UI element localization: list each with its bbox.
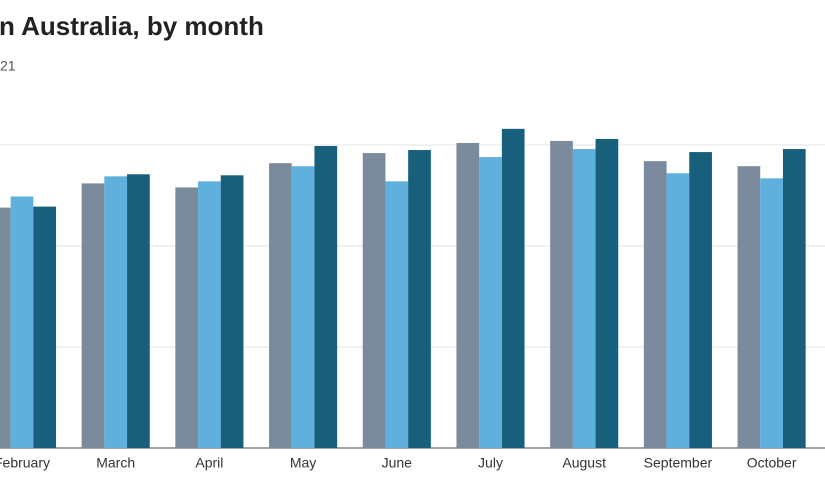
bar (127, 174, 150, 449)
bar (595, 138, 619, 448)
bar (0, 207, 11, 448)
chart-title: n Australia, by month (0, 11, 264, 41)
bar (198, 181, 221, 449)
bar (385, 181, 409, 449)
bar (479, 157, 502, 448)
chart-subtitle: 21 (0, 58, 16, 74)
x-tick-label: September (644, 455, 713, 471)
bar (760, 178, 783, 448)
x-tick-label: October (747, 455, 797, 471)
bar (666, 173, 690, 448)
bar (104, 176, 128, 448)
bar (550, 140, 573, 448)
bar (175, 187, 199, 449)
x-tick-label: July (478, 455, 503, 471)
x-tick-label: May (290, 455, 316, 471)
bar (737, 166, 761, 448)
bar (220, 175, 244, 449)
bar (81, 183, 105, 448)
bar (408, 150, 431, 449)
bar (10, 196, 34, 448)
bar (689, 152, 712, 448)
bar (572, 149, 596, 449)
bar (456, 142, 480, 449)
x-tick-label: March (96, 455, 135, 471)
bar (501, 128, 525, 448)
x-tick-label: February (0, 455, 50, 471)
bar (314, 146, 338, 448)
bar (643, 161, 667, 448)
bar (362, 153, 386, 448)
x-tick-label: April (195, 455, 223, 471)
x-tick-label: June (382, 455, 413, 471)
bar (291, 166, 315, 448)
x-tick-label: August (562, 455, 606, 471)
bar (269, 163, 292, 448)
bar (33, 206, 57, 448)
bar (782, 149, 806, 449)
